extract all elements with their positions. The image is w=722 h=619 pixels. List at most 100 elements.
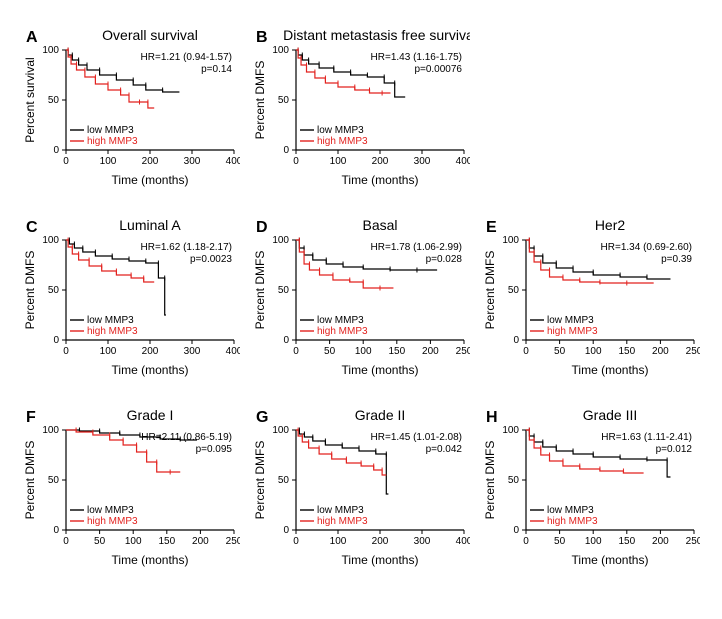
svg-text:0: 0 bbox=[283, 335, 289, 346]
legend-high: high MMP3 bbox=[547, 516, 598, 527]
svg-text:100: 100 bbox=[355, 346, 372, 357]
svg-text:100: 100 bbox=[272, 425, 289, 436]
x-axis-label: Time (months) bbox=[112, 363, 189, 377]
panel-b: B Distant metastasis free survival 05010… bbox=[250, 20, 702, 190]
hr-text: HR=1.21 (0.94-1.57) bbox=[141, 52, 232, 63]
svg-text:100: 100 bbox=[585, 536, 602, 547]
hr-text: HR=1.43 (1.16-1.75) bbox=[371, 52, 462, 63]
svg-text:400: 400 bbox=[226, 346, 240, 357]
x-axis-label: Time (months) bbox=[572, 363, 649, 377]
y-axis-label: Percent DMFS bbox=[253, 441, 267, 520]
legend-high: high MMP3 bbox=[547, 326, 598, 337]
y-axis-label: Percent DMFS bbox=[253, 251, 267, 330]
panel-letter: D bbox=[256, 219, 268, 236]
x-axis-label: Time (months) bbox=[342, 363, 419, 377]
legend-low: low MMP3 bbox=[87, 125, 134, 136]
svg-text:50: 50 bbox=[508, 475, 520, 486]
svg-text:0: 0 bbox=[63, 156, 69, 167]
panel-title: Luminal A bbox=[119, 217, 181, 233]
p-value: p=0.0023 bbox=[190, 254, 232, 265]
svg-text:400: 400 bbox=[226, 156, 240, 167]
panel-letter: F bbox=[26, 409, 36, 426]
svg-text:0: 0 bbox=[53, 525, 59, 536]
svg-text:0: 0 bbox=[63, 536, 69, 547]
svg-text:200: 200 bbox=[192, 536, 209, 547]
svg-text:200: 200 bbox=[652, 536, 669, 547]
x-axis-label: Time (months) bbox=[572, 553, 649, 567]
svg-text:100: 100 bbox=[585, 346, 602, 357]
svg-text:0: 0 bbox=[293, 536, 299, 547]
svg-text:50: 50 bbox=[278, 285, 290, 296]
svg-text:400: 400 bbox=[456, 536, 470, 547]
svg-text:200: 200 bbox=[372, 156, 389, 167]
p-value: p=0.00076 bbox=[414, 64, 462, 75]
y-axis-label: Percent DMFS bbox=[23, 441, 37, 520]
svg-text:200: 200 bbox=[142, 346, 159, 357]
svg-text:50: 50 bbox=[554, 536, 566, 547]
panel-title: Distant metastasis free survival bbox=[283, 27, 470, 43]
svg-text:100: 100 bbox=[42, 235, 59, 246]
panel-e: E Her2 050100050100150200250 low MMP3 hi… bbox=[480, 210, 702, 380]
panel-letter: C bbox=[26, 219, 38, 236]
svg-text:50: 50 bbox=[48, 285, 60, 296]
svg-text:50: 50 bbox=[554, 346, 566, 357]
svg-text:100: 100 bbox=[42, 425, 59, 436]
legend-low: low MMP3 bbox=[317, 315, 364, 326]
panel-c: C Luminal A 0501000100200300400 low MMP3… bbox=[20, 210, 242, 380]
svg-text:300: 300 bbox=[184, 346, 201, 357]
chart-grid: A Overall survival 0501000100200300400 l… bbox=[20, 20, 702, 570]
legend-high: high MMP3 bbox=[317, 136, 368, 147]
legend-high: high MMP3 bbox=[87, 516, 138, 527]
legend-low: low MMP3 bbox=[317, 505, 364, 516]
km-plot: C Luminal A 0501000100200300400 low MMP3… bbox=[20, 210, 240, 380]
svg-text:50: 50 bbox=[94, 536, 106, 547]
svg-text:0: 0 bbox=[283, 525, 289, 536]
legend-low: low MMP3 bbox=[87, 505, 134, 516]
hr-text: HR=1.62 (1.18-2.17) bbox=[141, 242, 232, 253]
svg-text:0: 0 bbox=[293, 346, 299, 357]
km-plot: E Her2 050100050100150200250 low MMP3 hi… bbox=[480, 210, 700, 380]
panel-letter: B bbox=[256, 29, 268, 46]
svg-text:100: 100 bbox=[42, 45, 59, 56]
svg-text:0: 0 bbox=[293, 156, 299, 167]
svg-text:150: 150 bbox=[158, 536, 175, 547]
y-axis-label: Percent DMFS bbox=[483, 441, 497, 520]
svg-text:0: 0 bbox=[63, 346, 69, 357]
svg-text:250: 250 bbox=[226, 536, 240, 547]
svg-text:0: 0 bbox=[53, 335, 59, 346]
svg-text:100: 100 bbox=[502, 235, 519, 246]
svg-text:100: 100 bbox=[272, 235, 289, 246]
svg-text:0: 0 bbox=[513, 335, 519, 346]
km-plot: H Grade III 050100050100150200250 low MM… bbox=[480, 400, 700, 570]
svg-text:0: 0 bbox=[283, 145, 289, 156]
legend-high: high MMP3 bbox=[317, 326, 368, 337]
panel-d: D Basal 050100050100150200250 low MMP3 h… bbox=[250, 210, 472, 380]
panel-letter: H bbox=[486, 409, 498, 426]
svg-text:100: 100 bbox=[272, 45, 289, 56]
svg-text:100: 100 bbox=[330, 536, 347, 547]
svg-text:0: 0 bbox=[523, 536, 529, 547]
svg-text:200: 200 bbox=[422, 346, 439, 357]
svg-text:150: 150 bbox=[618, 346, 635, 357]
legend-low: low MMP3 bbox=[547, 505, 594, 516]
svg-text:0: 0 bbox=[53, 145, 59, 156]
panel-title: Grade III bbox=[583, 407, 637, 423]
panel-letter: E bbox=[486, 219, 497, 236]
legend-high: high MMP3 bbox=[317, 516, 368, 527]
panel-title: Her2 bbox=[595, 217, 626, 233]
legend-low: low MMP3 bbox=[317, 125, 364, 136]
svg-text:200: 200 bbox=[142, 156, 159, 167]
p-value: p=0.012 bbox=[656, 444, 693, 455]
y-axis-label: Percent survival bbox=[23, 57, 37, 142]
hr-text: HR=1.34 (0.69-2.60) bbox=[601, 242, 692, 253]
svg-text:300: 300 bbox=[414, 156, 431, 167]
panel-h: H Grade III 050100050100150200250 low MM… bbox=[480, 400, 702, 570]
svg-text:50: 50 bbox=[508, 285, 520, 296]
svg-text:250: 250 bbox=[456, 346, 470, 357]
legend-high: high MMP3 bbox=[87, 326, 138, 337]
panel-title: Basal bbox=[362, 217, 397, 233]
x-axis-label: Time (months) bbox=[112, 553, 189, 567]
svg-text:100: 100 bbox=[330, 156, 347, 167]
legend-low: low MMP3 bbox=[547, 315, 594, 326]
svg-text:150: 150 bbox=[388, 346, 405, 357]
